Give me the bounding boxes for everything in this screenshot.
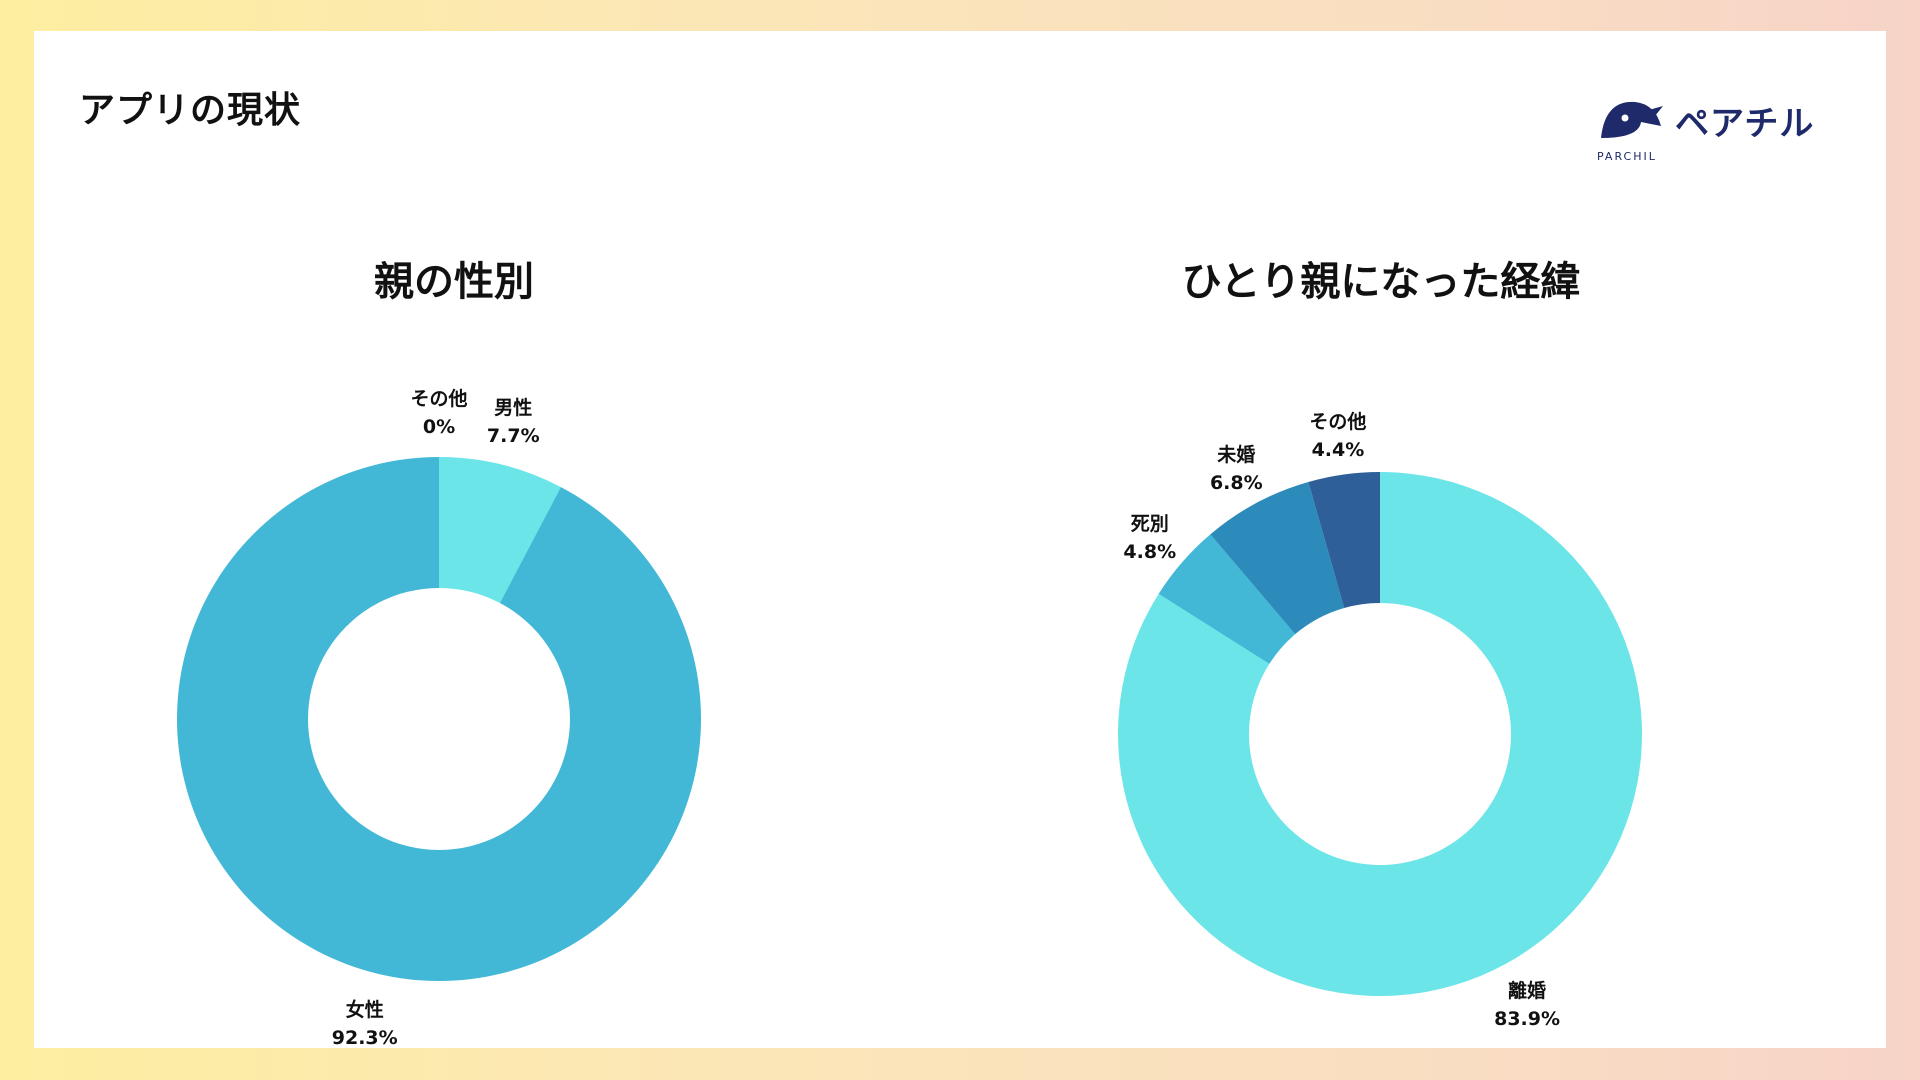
donut-slice-background-3 [1308,472,1380,608]
logo-subtext: PARCHIL [1597,150,1657,163]
slice-label-background-2: 未婚 [1216,443,1255,466]
slice-value-background-2: 6.8% [1210,472,1263,494]
chart-title-gender: 親の性別 [374,259,534,305]
slice-value-gender-0: 7.7% [487,425,540,447]
chart-title-background: ひとり親になった経緯 [1181,259,1581,305]
slice-label-background-0: 離婚 [1508,979,1546,1002]
bird-logo-icon [1601,101,1663,138]
donut-slice-background-0 [1117,472,1642,996]
slice-value-gender-2: 0% [423,416,455,438]
page-title: アプリの現状 [79,90,302,131]
brand-logo: PARCHIL ペアチル [1597,86,1837,166]
slice-label-background-1: 死別 [1131,513,1169,535]
slide: アプリの現状 PARCHIL ペアチル 親の性別 ひとり親になった経緯 男性 7.… [34,31,1886,1049]
donut-slice-gender-1 [176,457,701,981]
donut-slice-background-1 [1158,534,1296,664]
slice-label-gender-2: その他 [410,387,467,410]
slice-value-background-0: 83.9% [1494,1008,1560,1030]
slice-label-background-3: その他 [1309,410,1366,433]
slice-label-gender-0: 男性 [494,396,532,419]
logo-text: ペアチル [1675,104,1815,144]
donut-slice-gender-0 [439,457,561,604]
donut-charts: 男性 7.7% 女性 92.3% その他 0% 離婚 83.9% 死別 4.8% 未婚 6.8% その他… [176,387,1642,1049]
slice-label-gender-1: 女性 [346,998,384,1021]
slice-value-background-3: 4.4% [1312,439,1365,461]
donut-slice-background-2 [1210,481,1345,635]
slice-value-gender-1: 92.3% [332,1027,398,1049]
slice-value-background-1: 4.8% [1123,541,1176,563]
